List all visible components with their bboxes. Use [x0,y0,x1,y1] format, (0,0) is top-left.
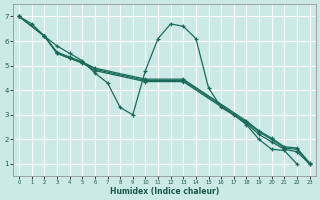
X-axis label: Humidex (Indice chaleur): Humidex (Indice chaleur) [110,187,219,196]
